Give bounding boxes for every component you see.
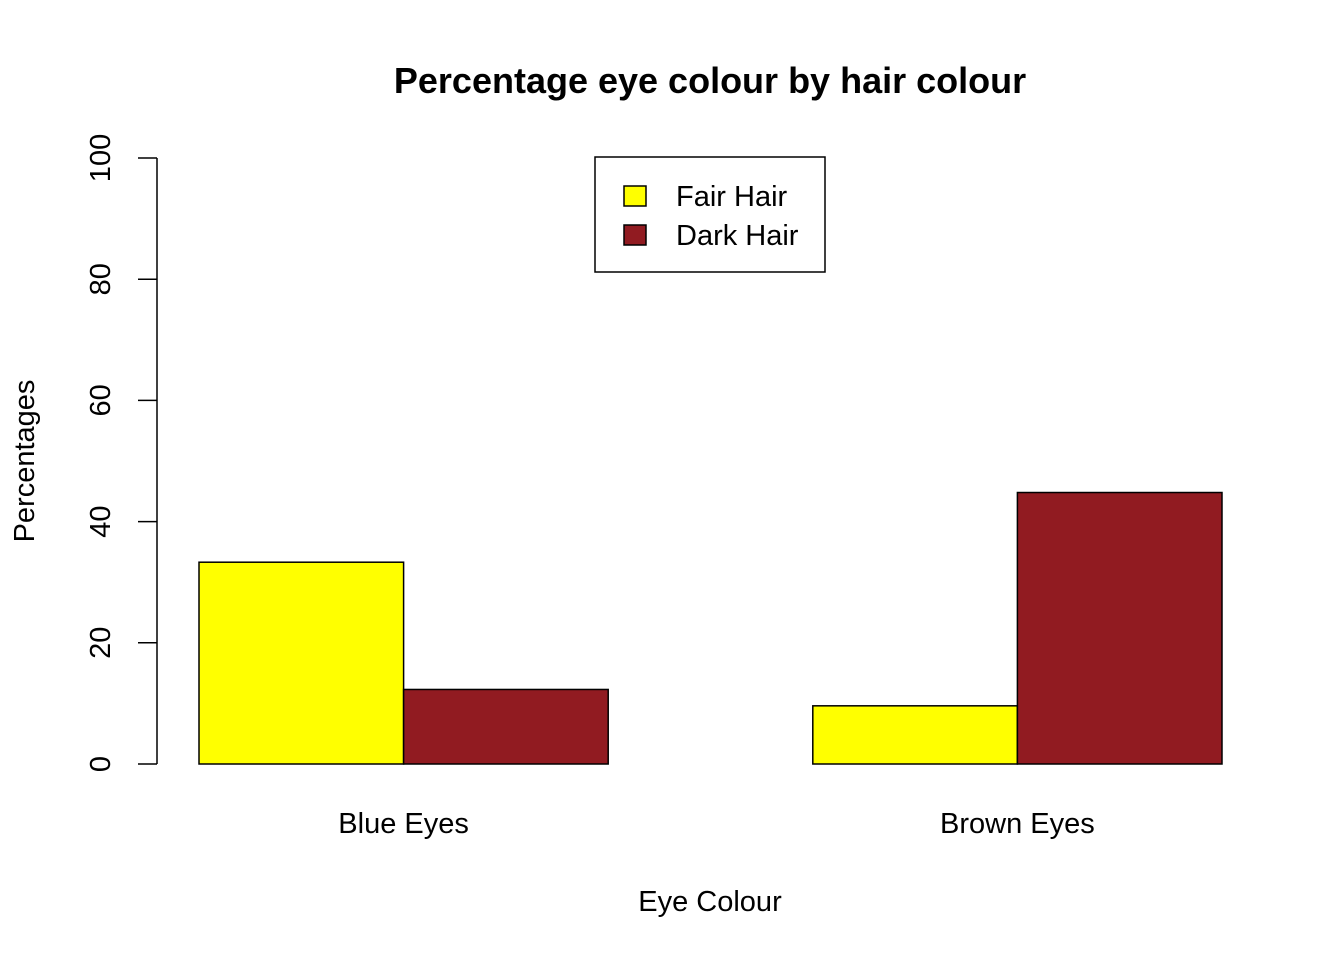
y-tick-label: 80 bbox=[85, 263, 117, 295]
y-axis-label: Percentages bbox=[9, 380, 41, 543]
x-tick-label: Blue Eyes bbox=[338, 808, 469, 840]
x-tick-labels: Blue Eyes Brown Eyes bbox=[338, 808, 1094, 840]
y-tick-label: 60 bbox=[85, 384, 117, 416]
bars bbox=[198, 491, 1223, 765]
legend-label: Fair Hair bbox=[676, 181, 788, 213]
y-tick-label: 40 bbox=[85, 505, 117, 537]
chart-title: Percentage eye colour by hair colour bbox=[394, 60, 1026, 101]
x-axis-label: Eye Colour bbox=[638, 886, 782, 918]
legend: Fair Hair Dark Hair bbox=[594, 156, 826, 273]
bar-fair-hair-brown-eyes bbox=[812, 705, 1019, 765]
y-tick-label: 0 bbox=[85, 756, 117, 772]
legend-swatch bbox=[623, 185, 647, 207]
bar-dark-hair-blue-eyes bbox=[402, 688, 609, 765]
bar-dark-hair-brown-eyes bbox=[1016, 491, 1223, 765]
legend-swatch bbox=[623, 224, 647, 246]
legend-label: Dark Hair bbox=[676, 220, 799, 252]
y-axis: 0 20 40 60 80 100 bbox=[85, 134, 158, 772]
x-tick-label: Brown Eyes bbox=[940, 808, 1095, 840]
y-tick-label: 100 bbox=[85, 134, 117, 182]
bar-fair-hair-blue-eyes bbox=[198, 561, 405, 765]
legend-box bbox=[594, 156, 826, 273]
y-tick-label: 20 bbox=[85, 627, 117, 659]
